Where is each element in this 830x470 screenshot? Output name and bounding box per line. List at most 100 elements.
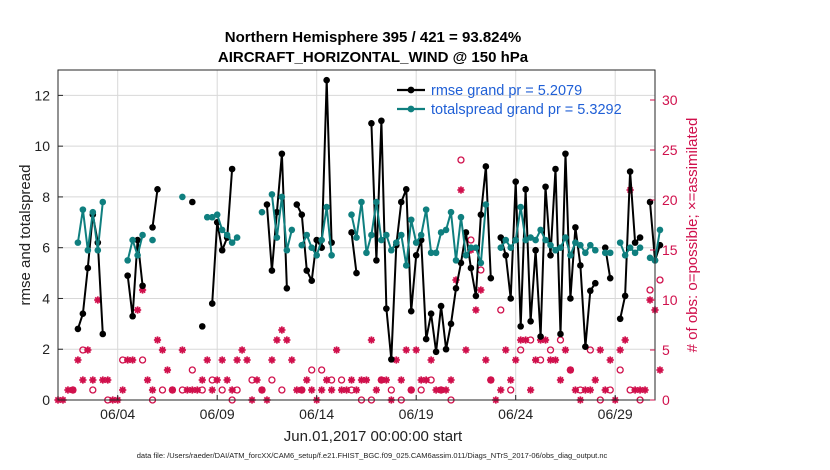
rmse-point — [557, 330, 564, 338]
y-tick-label: 0 — [42, 392, 50, 408]
legend-bg — [392, 82, 400, 90]
totalspread-point — [552, 246, 559, 254]
rmse-point — [74, 325, 82, 333]
obs-possible-point — [278, 386, 286, 394]
rmse-point — [99, 330, 107, 338]
rmse-point — [587, 287, 594, 295]
rmse-point — [542, 183, 549, 191]
obs-assimilated-point — [218, 356, 226, 364]
y-right-tick-label: 25 — [662, 142, 678, 158]
obs-assimilated-point — [188, 386, 196, 394]
totalspread-point — [397, 231, 405, 239]
obs-assimilated-point — [551, 356, 560, 364]
totalspread-point — [522, 236, 529, 244]
obs-possible-point — [188, 366, 196, 374]
obs-possible-point — [318, 366, 326, 374]
totalspread-point — [94, 246, 102, 254]
rmse-point — [124, 272, 131, 279]
rmse-point — [462, 229, 470, 236]
obs-assimilated-point — [153, 336, 162, 344]
obs-assimilated-point — [437, 386, 445, 394]
footer-datafile: data file: /Users/raeder/DAI/ATM_forcXX/… — [137, 451, 608, 460]
rmse-point — [293, 201, 301, 208]
rmse-point — [457, 259, 465, 267]
obs-assimilated-point — [586, 386, 594, 394]
obs-possible-point — [586, 346, 594, 354]
obs-assimilated-point — [536, 336, 545, 344]
y-tick-label: 8 — [42, 189, 50, 205]
obs-assimilated-point — [502, 346, 510, 354]
rmse-point — [497, 234, 505, 241]
obs-assimilated-point — [213, 376, 221, 384]
rmse-point — [552, 165, 559, 173]
obs-assimilated-point — [601, 386, 609, 394]
rmse-point — [308, 277, 316, 284]
rmse-point — [577, 262, 584, 269]
totalspread-point — [134, 252, 141, 259]
obs-assimilated-point — [631, 386, 639, 394]
obs-assimilated-point — [258, 386, 266, 394]
totalspread-point — [99, 198, 107, 206]
totalspread-point — [358, 198, 365, 206]
totalspread-point — [303, 231, 311, 239]
rmse-point — [388, 356, 395, 363]
obs-assimilated-point — [168, 386, 177, 394]
x-tick-label: 06/14 — [299, 406, 334, 422]
obs-assimilated-point — [203, 356, 211, 364]
rmse-point — [477, 211, 485, 218]
totalspread-point — [482, 201, 490, 208]
totalspread-point — [562, 234, 569, 241]
rmse-point — [134, 236, 141, 244]
obs-assimilated-point — [223, 376, 231, 384]
obs-assimilated-point — [596, 346, 604, 354]
rmse-point — [447, 320, 455, 328]
totalspread-point — [318, 236, 325, 244]
obs-assimilated-point — [342, 386, 351, 394]
obs-assimilated-point — [198, 376, 206, 384]
totalspread-point — [656, 226, 664, 234]
totalspread-point — [592, 246, 599, 254]
totalspread-point — [378, 236, 385, 244]
totalspread-point — [537, 226, 544, 234]
rmse-point — [383, 305, 390, 312]
totalspread-point — [532, 236, 539, 244]
rmse-point — [537, 333, 544, 340]
rmse-point — [572, 224, 579, 231]
obs-assimilated-point — [228, 386, 236, 394]
totalspread-point — [616, 239, 624, 246]
obs-assimilated-point — [333, 346, 341, 354]
obs-possible-point — [646, 286, 654, 294]
totalspread-point — [298, 241, 306, 249]
obs-assimilated-point — [432, 386, 440, 394]
obs-assimilated-point — [546, 356, 555, 364]
rmse-point — [189, 198, 196, 206]
obs-assimilated-point — [208, 386, 216, 394]
obs-assimilated-point — [497, 386, 505, 394]
rmse-point — [616, 315, 624, 323]
obs-assimilated-point — [134, 306, 142, 314]
totalspread-point — [442, 226, 450, 234]
rmse-point — [323, 76, 330, 84]
totalspread-point — [373, 198, 380, 206]
x-tick-label: 06/24 — [498, 406, 533, 422]
obs-possible-point — [387, 386, 395, 394]
obs-assimilated-point — [422, 376, 430, 384]
rmse-point — [198, 323, 206, 330]
totalspread-point — [353, 234, 360, 241]
rmse-point — [512, 178, 519, 185]
rmse-point — [437, 302, 445, 310]
rmse-point — [79, 310, 87, 317]
totalspread-point — [233, 234, 241, 241]
totalspread-point — [527, 234, 534, 241]
rmse-point — [218, 246, 226, 254]
obs-assimilated-point — [94, 296, 102, 304]
totalspread-point — [452, 257, 460, 264]
obs-assimilated-point — [357, 376, 366, 384]
rmse-point — [373, 257, 380, 264]
obs-assimilated-point — [472, 306, 480, 314]
totalspread-point — [636, 244, 644, 251]
obs-assimilated-point — [442, 386, 450, 394]
rmse-point — [348, 229, 355, 236]
obs-possible-point — [507, 386, 515, 394]
obs-possible-point — [457, 156, 465, 164]
